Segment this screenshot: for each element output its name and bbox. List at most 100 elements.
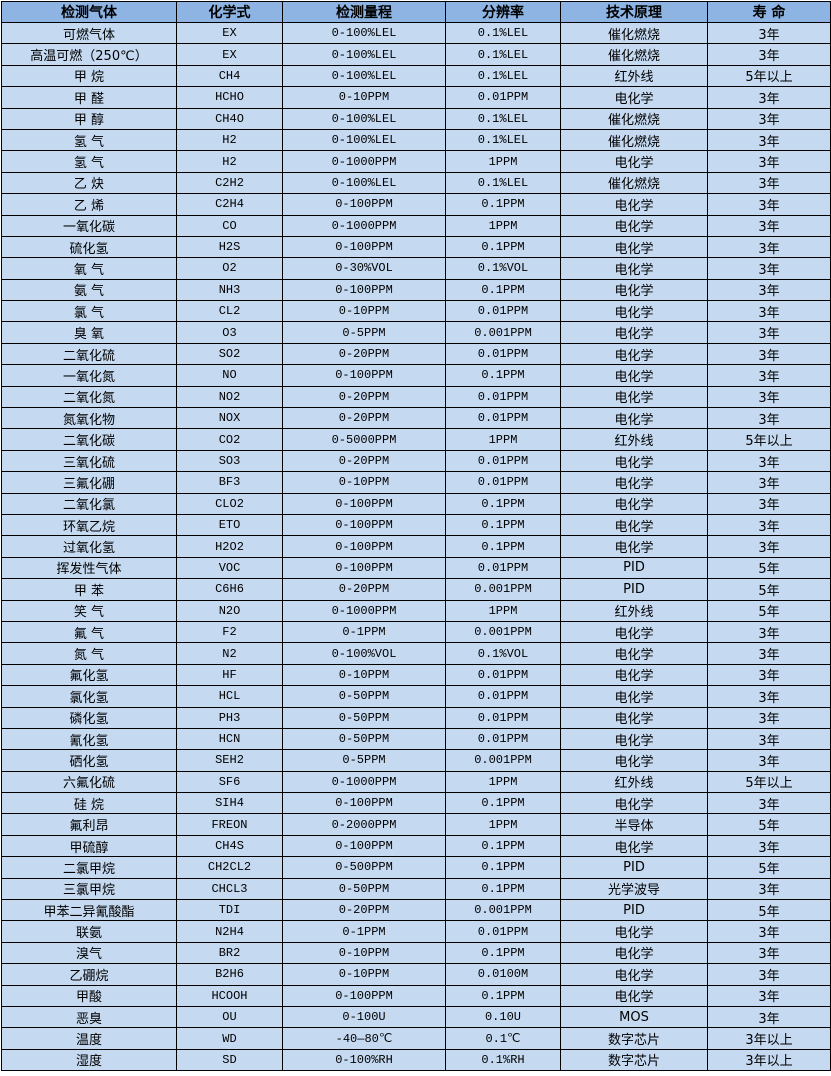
gas-name-cell: 一氧化氮 bbox=[1, 364, 177, 387]
lifespan-cell: 3年 bbox=[707, 300, 831, 323]
principle-cell: 电化学 bbox=[560, 321, 708, 344]
lifespan-cell: 3年 bbox=[707, 171, 831, 195]
gas-name-cell: 硒化氢 bbox=[1, 749, 177, 772]
resolution-cell: 0.0100M bbox=[445, 963, 561, 986]
formula-cell: N2O bbox=[176, 599, 283, 622]
lifespan-cell: 3年 bbox=[707, 385, 831, 409]
principle-cell: 电化学 bbox=[560, 920, 708, 943]
range-cell: 0-10PPM bbox=[282, 86, 446, 109]
formula-cell: CLO2 bbox=[176, 492, 283, 515]
range-cell: 0-10PPM bbox=[282, 300, 446, 323]
header-formula: 化学式 bbox=[176, 1, 283, 23]
principle-cell: 电化学 bbox=[560, 749, 708, 772]
lifespan-cell: 5年 bbox=[707, 599, 831, 622]
formula-cell: CH4O bbox=[176, 107, 283, 130]
gas-name-cell: 三氧化硫 bbox=[1, 449, 177, 473]
range-cell: 0-100%LEL bbox=[282, 128, 446, 152]
formula-cell: EX bbox=[176, 21, 283, 45]
range-cell: 0-100PPM bbox=[282, 513, 446, 537]
table-row: 可燃气体 EX 0-100%LEL 0.1%LEL 催化燃烧 3年 bbox=[1, 21, 831, 45]
lifespan-cell: 3年 bbox=[707, 321, 831, 344]
range-cell: 0-50PPM bbox=[282, 706, 446, 729]
lifespan-cell: 5年以上 bbox=[707, 64, 831, 88]
range-cell: 0-100U bbox=[282, 1005, 446, 1029]
gas-name-cell: 氮氧化物 bbox=[1, 407, 177, 430]
table-row: 甲 苯 C6H6 0-20PPM 0.001PPM PID 5年 bbox=[1, 578, 831, 601]
gas-name-cell: 恶臭 bbox=[1, 1005, 177, 1029]
formula-cell: NO bbox=[176, 364, 283, 387]
principle-cell: 电化学 bbox=[560, 685, 708, 708]
gas-name-cell: 乙 炔 bbox=[1, 171, 177, 195]
table-row: 乙 烯 C2H4 0-100PPM 0.1PPM 电化学 3年 bbox=[1, 193, 831, 216]
range-cell: 0-100PPM bbox=[282, 492, 446, 515]
principle-cell: 电化学 bbox=[560, 620, 708, 644]
table-row: 过氧化氢 H2O2 0-100PPM 0.1PPM 电化学 3年 bbox=[1, 535, 831, 558]
principle-cell: 电化学 bbox=[560, 449, 708, 473]
principle-cell: 电化学 bbox=[560, 963, 708, 986]
formula-cell: HCHO bbox=[176, 86, 283, 109]
table-row: 三氯甲烷 CHCL3 0-50PPM 0.1PPM 光学波导 3年 bbox=[1, 877, 831, 901]
gas-name-cell: 氯化氢 bbox=[1, 685, 177, 708]
principle-cell: 电化学 bbox=[560, 663, 708, 687]
resolution-cell: 0.01PPM bbox=[445, 86, 561, 109]
range-cell: 0-100%LEL bbox=[282, 171, 446, 195]
principle-cell: 电化学 bbox=[560, 257, 708, 280]
gas-name-cell: 乙硼烷 bbox=[1, 963, 177, 986]
table-row: 三氟化硼 BF3 0-10PPM 0.01PPM 电化学 3年 bbox=[1, 471, 831, 494]
formula-cell: CO bbox=[176, 214, 283, 237]
resolution-cell: 1PPM bbox=[445, 813, 561, 836]
table-row: 二氧化氮 NO2 0-20PPM 0.01PPM 电化学 3年 bbox=[1, 385, 831, 409]
formula-cell: SD bbox=[176, 1048, 283, 1072]
table-row: 硫化氢 H2S 0-100PPM 0.1PPM 电化学 3年 bbox=[1, 235, 831, 259]
table-row: 甲 醇 CH4O 0-100%LEL 0.1%LEL 催化燃烧 3年 bbox=[1, 107, 831, 130]
formula-cell: SO3 bbox=[176, 449, 283, 473]
lifespan-cell: 5年以上 bbox=[707, 770, 831, 794]
gas-name-cell: 高温可燃（250℃） bbox=[1, 43, 177, 66]
lifespan-cell: 3年 bbox=[707, 749, 831, 772]
resolution-cell: 0.1PPM bbox=[445, 278, 561, 302]
table-row: 甲 醛 HCHO 0-10PPM 0.01PPM 电化学 3年 bbox=[1, 86, 831, 109]
resolution-cell: 0.001PPM bbox=[445, 578, 561, 601]
principle-cell: 电化学 bbox=[560, 535, 708, 558]
lifespan-cell: 3年 bbox=[707, 727, 831, 751]
gas-name-cell: 一氧化碳 bbox=[1, 214, 177, 237]
resolution-cell: 0.001PPM bbox=[445, 749, 561, 772]
principle-cell: 电化学 bbox=[560, 235, 708, 259]
lifespan-cell: 5年 bbox=[707, 856, 831, 879]
resolution-cell: 0.01PPM bbox=[445, 727, 561, 751]
gas-name-cell: 氨 气 bbox=[1, 278, 177, 302]
lifespan-cell: 3年 bbox=[707, 278, 831, 302]
gas-name-cell: 六氟化硫 bbox=[1, 770, 177, 794]
formula-cell: CH2CL2 bbox=[176, 856, 283, 879]
range-cell: 0-100%VOL bbox=[282, 642, 446, 665]
range-cell: 0-20PPM bbox=[282, 407, 446, 430]
table-row: 一氧化氮 NO 0-100PPM 0.1PPM 电化学 3年 bbox=[1, 364, 831, 387]
lifespan-cell: 3年以上 bbox=[707, 1048, 831, 1072]
table-row: 二氧化氯 CLO2 0-100PPM 0.1PPM 电化学 3年 bbox=[1, 492, 831, 515]
range-cell: 0-5PPM bbox=[282, 321, 446, 344]
resolution-cell: 0.001PPM bbox=[445, 321, 561, 344]
lifespan-cell: 3年 bbox=[707, 792, 831, 815]
table-row: 氧 气 O2 0-30%VOL 0.1%VOL 电化学 3年 bbox=[1, 257, 831, 280]
header-range: 检测量程 bbox=[282, 1, 446, 23]
gas-name-cell: 臭 氧 bbox=[1, 321, 177, 344]
resolution-cell: 0.1PPM bbox=[445, 984, 561, 1007]
lifespan-cell: 3年 bbox=[707, 364, 831, 387]
principle-cell: 电化学 bbox=[560, 407, 708, 430]
formula-cell: OU bbox=[176, 1005, 283, 1029]
resolution-cell: 0.1PPM bbox=[445, 792, 561, 815]
table-row: 磷化氢 PH3 0-50PPM 0.01PPM 电化学 3年 bbox=[1, 706, 831, 729]
gas-name-cell: 甲苯二异氰酸酯 bbox=[1, 899, 177, 922]
table-row: 二氧化碳 CO2 0-5000PPM 1PPM 红外线 5年以上 bbox=[1, 428, 831, 451]
resolution-cell: 0.1%VOL bbox=[445, 642, 561, 665]
principle-cell: 电化学 bbox=[560, 706, 708, 729]
formula-cell: CO2 bbox=[176, 428, 283, 451]
formula-cell: NO2 bbox=[176, 385, 283, 409]
resolution-cell: 1PPM bbox=[445, 428, 561, 451]
lifespan-cell: 3年 bbox=[707, 685, 831, 708]
resolution-cell: 0.01PPM bbox=[445, 706, 561, 729]
formula-cell: CH4S bbox=[176, 834, 283, 858]
gas-name-cell: 硅 烷 bbox=[1, 792, 177, 815]
table-row: 恶臭 OU 0-100U 0.10U MOS 3年 bbox=[1, 1005, 831, 1029]
